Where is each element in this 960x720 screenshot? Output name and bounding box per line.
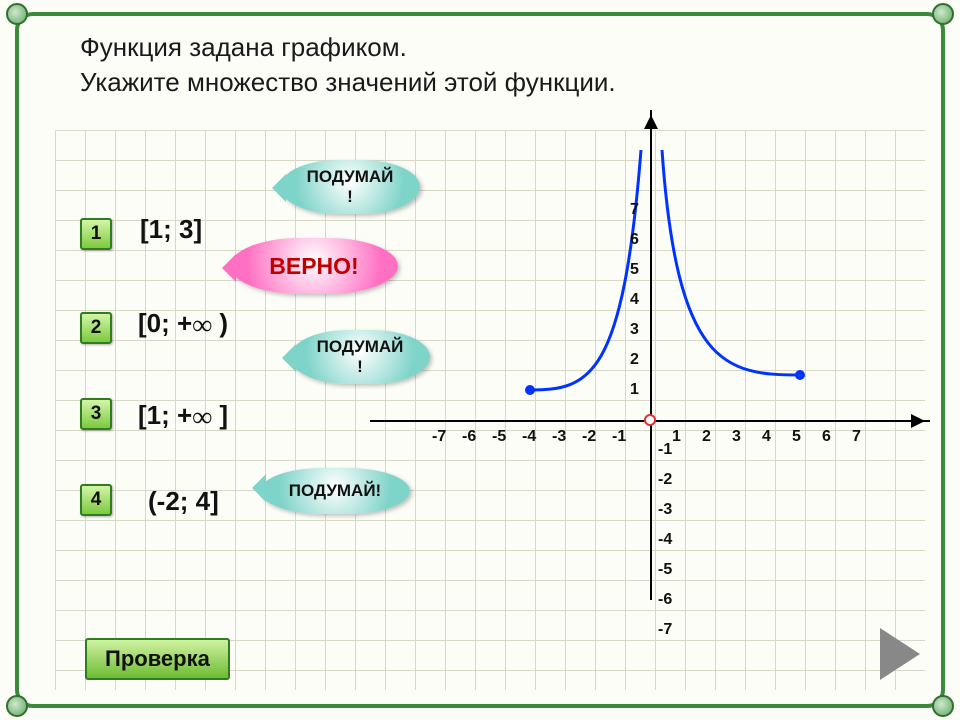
x-tick-label: -6 (462, 428, 476, 446)
curve-endpoint (795, 370, 805, 380)
curve-endpoint (525, 385, 535, 395)
x-tick-label: 1 (672, 428, 681, 446)
option-text-2: [0; +∞ ) (138, 308, 228, 342)
check-button[interactable]: Проверка (85, 638, 230, 680)
y-tick-label: -7 (658, 621, 672, 639)
option-button-4[interactable]: 4 (80, 484, 112, 516)
option-text-4: (-2; 4] (148, 486, 219, 517)
y-tick-label: 1 (630, 381, 639, 399)
corner-dot (6, 695, 28, 717)
x-tick-label: 2 (702, 428, 711, 446)
function-curve (370, 120, 930, 600)
x-tick-label: -7 (432, 428, 446, 446)
function-chart: -7-6-5-4-3-2-11234567 7654321-1-2-3-4-5-… (370, 120, 930, 600)
x-tick-label: -1 (612, 428, 626, 446)
y-tick-label: -4 (658, 531, 672, 549)
y-tick-label: 3 (630, 321, 639, 339)
corner-dot (6, 3, 28, 25)
corner-dot (932, 695, 954, 717)
corner-dot (932, 3, 954, 25)
y-tick-label: -5 (658, 561, 672, 579)
next-arrow-icon[interactable] (880, 628, 920, 680)
option-text-1: [1; 3] (140, 214, 202, 245)
y-tick-label: -1 (658, 441, 672, 459)
x-tick-label: 5 (792, 428, 801, 446)
y-tick-label: 6 (630, 231, 639, 249)
x-tick-label: 6 (822, 428, 831, 446)
x-tick-label: 4 (762, 428, 771, 446)
x-tick-label: 7 (852, 428, 861, 446)
question-line-1: Функция задана графиком. (80, 30, 616, 65)
x-tick-label: 3 (732, 428, 741, 446)
question-text: Функция задана графиком. Укажите множест… (80, 30, 616, 100)
origin-marker (644, 414, 656, 426)
x-tick-label: -2 (582, 428, 596, 446)
y-tick-label: -2 (658, 471, 672, 489)
y-tick-label: 7 (630, 201, 639, 219)
option-button-2[interactable]: 2 (80, 312, 112, 344)
option-text-3: [1; +∞ ] (138, 400, 228, 434)
y-tick-label: 4 (630, 291, 639, 309)
x-tick-label: -3 (552, 428, 566, 446)
y-tick-label: 5 (630, 261, 639, 279)
y-tick-label: -3 (658, 501, 672, 519)
x-tick-label: -4 (522, 428, 536, 446)
question-line-2: Укажите множество значений этой функции. (80, 65, 616, 100)
option-button-1[interactable]: 1 (80, 218, 112, 250)
option-button-3[interactable]: 3 (80, 398, 112, 430)
y-tick-label: 2 (630, 351, 639, 369)
x-tick-label: -5 (492, 428, 506, 446)
y-tick-label: -6 (658, 591, 672, 609)
